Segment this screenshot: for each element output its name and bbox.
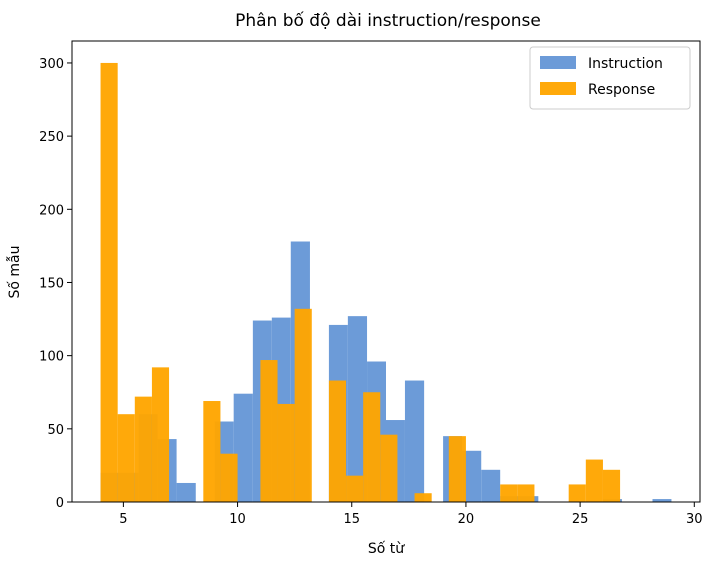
bar-response-12 <box>380 434 398 502</box>
bar-response-18 <box>585 459 603 502</box>
bar-response-11 <box>363 392 381 502</box>
x-tick-label: 15 <box>343 512 360 527</box>
y-tick-label: 300 <box>39 57 64 72</box>
bar-response-14 <box>448 436 466 502</box>
bar-instruction-6 <box>233 393 253 502</box>
bars-group <box>100 62 672 502</box>
bar-response-5 <box>220 453 238 502</box>
legend: Instruction Response <box>529 46 691 110</box>
legend-swatch-instruction <box>540 56 576 69</box>
chart-title: Phân bố độ dài instruction/response <box>235 10 541 31</box>
bar-response-2 <box>134 396 152 502</box>
legend-swatch-response <box>540 82 576 95</box>
x-tick-label: 5 <box>119 512 127 527</box>
bar-response-9 <box>328 380 347 502</box>
bar-response-6 <box>260 360 278 502</box>
y-axis: 0 50 100 150 200 250 300 <box>39 57 72 511</box>
bar-response-8 <box>294 308 312 502</box>
x-axis-title: Số từ <box>368 540 405 557</box>
y-tick-label: 0 <box>56 496 64 511</box>
bar-response-19 <box>602 469 621 502</box>
plot-frame <box>71 40 701 503</box>
bar-response-15 <box>500 484 518 502</box>
bar-response-10 <box>346 475 364 502</box>
bar-instruction-21 <box>652 499 672 502</box>
x-tick-label: 25 <box>572 512 589 527</box>
x-axis: 5 10 15 20 25 30 <box>119 502 703 527</box>
bar-instruction-4 <box>176 482 196 502</box>
y-tick-label: 250 <box>39 130 64 145</box>
bar-response-0 <box>100 62 118 502</box>
bar-instruction-16 <box>462 450 482 502</box>
y-tick-label: 200 <box>39 203 64 218</box>
y-tick-label: 50 <box>47 423 64 438</box>
legend-label-response: Response <box>588 82 655 98</box>
bar-response-4 <box>203 401 221 502</box>
bar-instruction-11 <box>347 316 368 502</box>
bar-response-3 <box>151 367 170 502</box>
x-tick-label: 10 <box>229 512 246 527</box>
legend-label-instruction: Instruction <box>588 56 663 72</box>
bar-response-16 <box>517 484 535 502</box>
bar-instruction-17 <box>481 469 501 502</box>
bar-response-13 <box>414 493 432 502</box>
y-tick-label: 100 <box>39 350 64 365</box>
y-axis-title: Số mẫu <box>6 246 23 299</box>
bar-instruction-14 <box>404 380 425 502</box>
bar-response-17 <box>568 484 586 502</box>
x-tick-label: 20 <box>458 512 475 527</box>
y-tick-label: 150 <box>39 276 64 291</box>
x-tick-label: 30 <box>686 512 703 527</box>
bar-response-1 <box>117 414 135 502</box>
bar-response-7 <box>277 403 295 502</box>
